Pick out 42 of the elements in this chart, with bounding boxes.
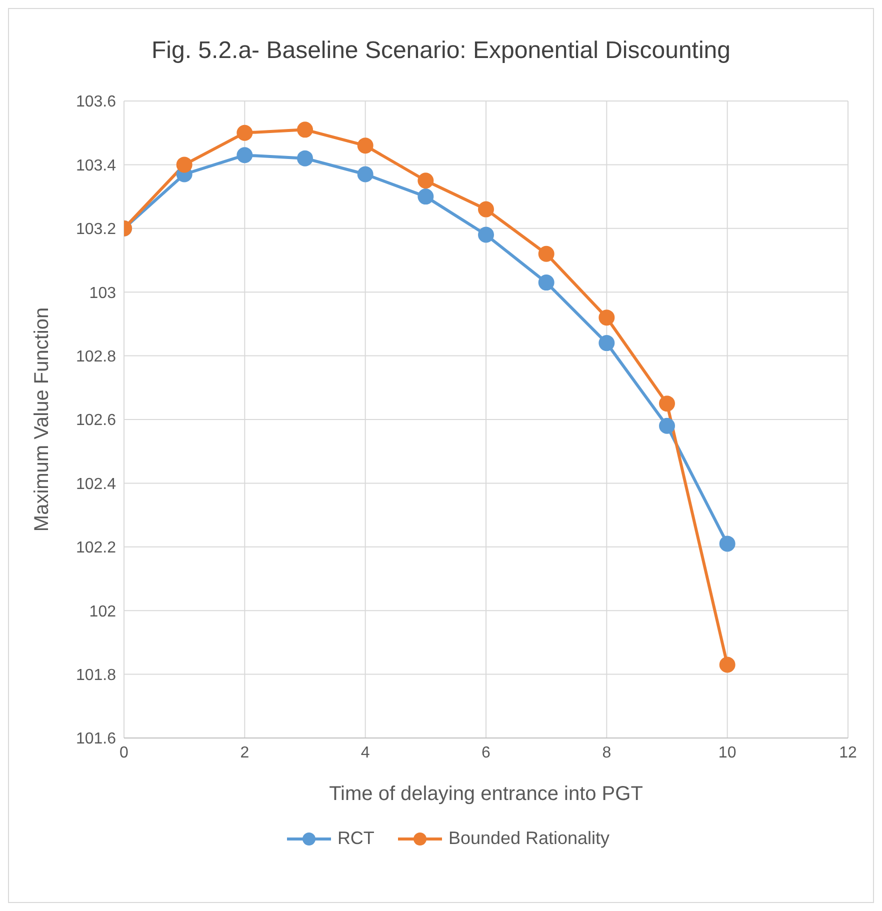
chart-title: Fig. 5.2.a- Baseline Scenario: Exponential Discounting <box>150 37 732 65</box>
point <box>538 274 554 291</box>
x-tick-label: 8 <box>602 744 612 762</box>
point <box>236 124 253 141</box>
x-tick-label: 2 <box>240 744 250 762</box>
y-tick-label: 101.8 <box>76 666 116 684</box>
y-tick-label: 103 <box>89 284 116 302</box>
point <box>297 122 313 138</box>
point <box>719 536 736 552</box>
legend-label: RCT <box>336 828 374 849</box>
point <box>478 226 494 243</box>
y-tick-label: 103.2 <box>76 221 116 238</box>
y-tick-label: 102.8 <box>76 348 116 366</box>
point <box>478 201 494 218</box>
y-tick-label: 102.4 <box>76 476 116 493</box>
point <box>418 188 434 205</box>
y-axis-title: Maximum Value Function <box>31 307 54 532</box>
y-tick-label: 102.6 <box>76 412 116 430</box>
point <box>297 150 313 166</box>
x-tick-label: 0 <box>120 744 129 762</box>
x-tick-label: 6 <box>482 744 491 762</box>
point <box>719 656 736 673</box>
point <box>538 246 554 262</box>
y-tick-label: 102.2 <box>76 540 116 557</box>
point <box>176 156 192 173</box>
y-tick-label: 103.6 <box>76 94 116 111</box>
y-tick-label: 103.4 <box>76 157 116 174</box>
legend-label: Bounded Rationality <box>447 828 610 849</box>
point <box>659 418 675 434</box>
point <box>598 310 615 326</box>
point <box>236 147 253 164</box>
point <box>418 172 434 189</box>
y-tick-label: 101.6 <box>76 730 116 748</box>
point <box>357 166 374 182</box>
point <box>357 138 374 154</box>
x-axis-title: Time of delaying entrance into PGT <box>329 783 643 805</box>
x-tick-label: 4 <box>360 744 370 762</box>
point <box>659 396 675 412</box>
point <box>598 335 615 352</box>
y-tick-label: 102 <box>89 603 116 620</box>
x-tick-label: 10 <box>718 744 736 762</box>
x-tick-label: 12 <box>839 744 857 762</box>
